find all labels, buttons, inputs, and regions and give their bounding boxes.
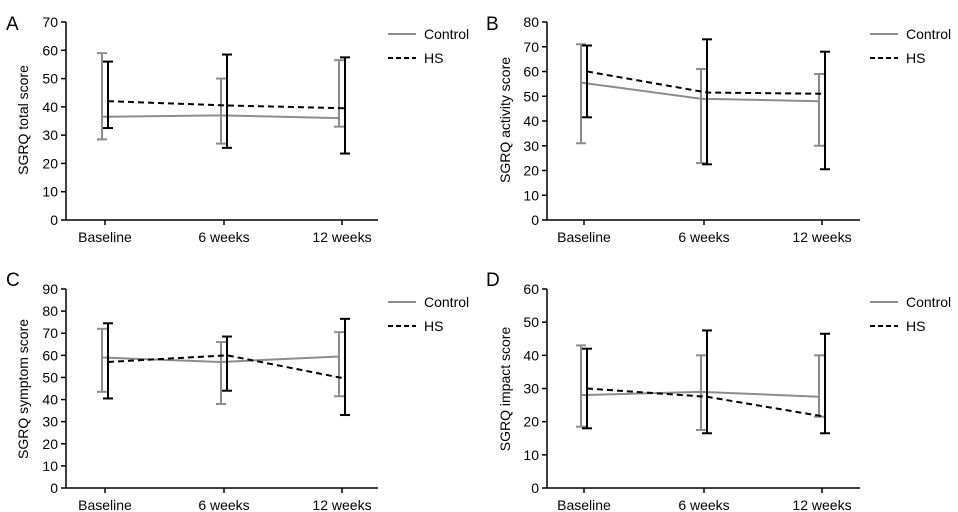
y-tick-label: 20 [42,436,58,452]
y-tick-label: 30 [523,138,539,154]
y-axis-label-b: SGRQ activity score [497,57,513,183]
panel-c: C SGRQ symptom score 0 10 20 30 40 50 60 70 80 90… [6,270,469,512]
x-tick-label: Baseline [557,497,611,512]
y-tick-label: 80 [42,303,58,319]
y-tick-label: 80 [523,14,539,30]
series-line-control [580,390,820,398]
x-tick-label: 12 weeks [312,497,371,512]
y-tick-label: 30 [42,414,58,430]
y-tick-label: 30 [523,381,539,397]
y-tick-label: 40 [523,113,539,129]
plot-area-d: 0 10 20 30 40 50 60 Baseline 6 weeks 12 weeks [523,281,860,512]
legend-label-hs-c: HS [424,318,443,334]
legend-label-control-a: Control [424,26,469,42]
legend-label-control-d: Control [906,294,951,310]
series-line-control [101,114,340,120]
legend-d: Control HS [870,294,951,334]
legend-label-hs-a: HS [424,50,443,66]
panel-letter-c: C [6,270,20,291]
x-tick-label: 12 weeks [792,497,851,512]
y-tick-label: 40 [523,347,539,363]
y-tick-label: 10 [42,184,58,200]
series-line-control [101,355,340,363]
legend-c: Control HS [388,294,469,334]
y-tick-label: 50 [523,88,539,104]
panel-letter-d: D [486,270,500,291]
x-tick-label: 6 weeks [198,497,249,512]
series-line-control [580,81,820,103]
y-tick-label: 60 [523,64,539,80]
y-tick-label: 0 [50,480,58,496]
series-line-hs [586,387,826,418]
x-tick-label: 6 weeks [678,497,729,512]
y-tick-label: 90 [42,281,58,297]
panel-letter-b: B [486,14,499,35]
x-tick-label: 6 weeks [678,229,729,245]
x-tick-label: Baseline [557,229,611,245]
panel-b: B SGRQ activity score 0 10 20 30 40 50 60 70 80 B… [486,14,951,245]
panel-letter-a: A [6,14,19,35]
y-tick-label: 10 [523,187,539,203]
x-tick-label: 12 weeks [792,229,851,245]
y-tick-label: 20 [523,414,539,430]
y-tick-label: 70 [42,325,58,341]
plot-area-c: 0 10 20 30 40 50 60 70 80 90 Baseline 6 weeks 12 wee… [42,281,378,512]
y-tick-label: 60 [42,347,58,363]
legend-a: Control HS [388,26,469,66]
legend-label-control-b: Control [906,26,951,42]
y-axis-label-a: SGRQ total score [15,65,31,175]
y-tick-label: 70 [523,39,539,55]
y-tick-label: 10 [523,447,539,463]
legend-label-hs-d: HS [906,318,925,334]
y-tick-label: 0 [531,212,539,228]
y-tick-label: 60 [42,42,58,58]
plot-area-b: 0 10 20 30 40 50 60 70 80 Baseline 6 weeks 12 weeks [523,14,860,245]
y-tick-label: 50 [523,314,539,330]
y-tick-label: 0 [531,480,539,496]
y-axis-label-d: SGRQ impact score [497,327,513,452]
y-tick-label: 0 [50,212,58,228]
y-tick-label: 40 [42,392,58,408]
panel-d: D SGRQ impact score 0 10 20 30 40 50 60 Baselin… [486,270,951,512]
x-tick-label: 6 weeks [198,229,249,245]
plot-area-a: 0 10 20 30 40 50 60 70 Baseline 6 weeks 12 weeks [42,14,378,245]
y-tick-label: 50 [42,369,58,385]
series-line-hs [586,70,826,95]
x-tick-label: Baseline [78,497,132,512]
y-tick-label: 10 [42,458,58,474]
y-tick-label: 60 [523,281,539,297]
y-tick-label: 50 [42,71,58,87]
y-tick-label: 20 [523,163,539,179]
panel-a: A SGRQ total score 0 10 20 30 40 50 60 70 Baseli… [6,14,469,245]
legend-label-control-c: Control [424,294,469,310]
x-tick-label: Baseline [78,229,132,245]
y-tick-label: 70 [42,14,58,30]
y-tick-label: 30 [42,127,58,143]
x-tick-label: 12 weeks [312,229,371,245]
y-axis-label-c: SGRQ symptom score [15,319,31,459]
legend-b: Control HS [870,26,951,66]
legend-label-hs-b: HS [906,50,925,66]
y-tick-label: 20 [42,155,58,171]
y-tick-label: 40 [42,99,58,115]
